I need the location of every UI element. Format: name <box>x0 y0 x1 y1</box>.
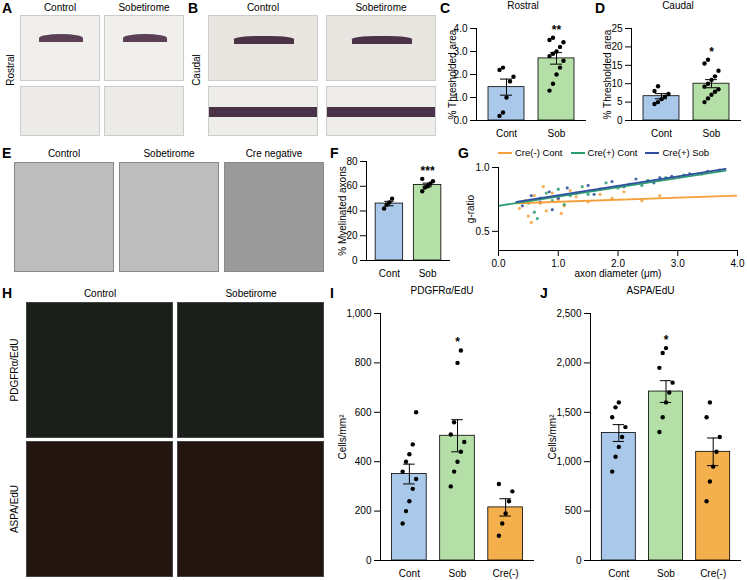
svg-text:0: 0 <box>352 255 358 266</box>
html-text:ASPA/EdU: ASPA/EdU <box>626 285 675 296</box>
html-text:Caudal: Caudal <box>662 0 694 11</box>
html-text:Sobetirome: Sobetirome <box>355 2 407 13</box>
html-text:Control: Control <box>43 2 77 13</box>
svg-text:400: 400 <box>355 456 372 467</box>
svg-text:1,500: 1,500 <box>556 407 581 418</box>
svg-text:Cells/mm²: Cells/mm² <box>547 414 558 460</box>
svg-text:500: 500 <box>565 505 582 516</box>
svg-text:3.0: 3.0 <box>671 258 685 269</box>
html-text:Cre(+) Cont: Cre(+) Cont <box>587 147 638 158</box>
svg-text:Cont: Cont <box>496 128 517 139</box>
html-text:B: B <box>188 0 199 16</box>
svg-text:25: 25 <box>611 23 623 34</box>
html-text:Rostral: Rostral <box>4 54 16 86</box>
html-text:Control: Control <box>83 288 117 299</box>
html-text:Rostral: Rostral <box>507 0 539 11</box>
html-text:Cre(-) Cont: Cre(-) Cont <box>515 147 563 158</box>
html-text:E: E <box>2 145 12 161</box>
svg-text:**: ** <box>552 23 562 37</box>
svg-text:2,000: 2,000 <box>556 357 581 368</box>
svg-text:0.0: 0.0 <box>492 258 506 269</box>
svg-text:Cre(-): Cre(-) <box>493 568 519 579</box>
svg-text:1,000: 1,000 <box>346 308 371 319</box>
html-text:Cre negative: Cre negative <box>245 148 303 159</box>
html-text:Sobetirome: Sobetirome <box>225 288 277 299</box>
svg-text:600: 600 <box>355 407 372 418</box>
html-text:Sobetirome: Sobetirome <box>118 2 170 13</box>
svg-text:2.0: 2.0 <box>611 257 625 269</box>
svg-text:Sob: Sob <box>449 568 467 579</box>
svg-text:Cont: Cont <box>379 268 400 279</box>
html-text:D: D <box>595 0 606 16</box>
svg-text:*: * <box>455 335 460 349</box>
svg-text:800: 800 <box>355 357 372 368</box>
svg-text:80: 80 <box>346 156 358 167</box>
html-text:Cre(+) Sob: Cre(+) Sob <box>662 147 710 158</box>
svg-text:0: 0 <box>617 115 623 126</box>
html-text:Control: Control <box>47 148 81 159</box>
svg-text:0.0: 0.0 <box>453 114 468 126</box>
html-text:Sobetirome: Sobetirome <box>143 148 195 159</box>
svg-text:Cont: Cont <box>651 128 672 139</box>
svg-text:Sob: Sob <box>548 128 566 139</box>
svg-text:Cells/mm²: Cells/mm² <box>337 414 348 460</box>
svg-text:5: 5 <box>617 96 623 107</box>
html-text:PDGFRα/EdU: PDGFRα/EdU <box>8 338 20 402</box>
svg-text:Cre(-): Cre(-) <box>700 568 726 579</box>
svg-text:60: 60 <box>346 180 358 191</box>
svg-text:10: 10 <box>611 78 623 89</box>
svg-text:Sob: Sob <box>657 568 675 579</box>
html-text:F: F <box>330 145 339 161</box>
svg-text:g-ratio: g-ratio <box>465 194 476 223</box>
html-text:C: C <box>440 0 451 16</box>
svg-text:*: * <box>664 333 669 347</box>
html-text:J: J <box>540 285 548 301</box>
svg-text:4.0: 4.0 <box>453 22 468 34</box>
svg-text:Cont: Cont <box>399 568 420 579</box>
svg-text:40: 40 <box>346 205 358 216</box>
svg-text:Sob: Sob <box>419 268 437 279</box>
svg-text:*: * <box>709 45 714 59</box>
svg-text:200: 200 <box>355 505 372 516</box>
svg-text:20: 20 <box>346 230 358 241</box>
svg-text:% Myelinated axons: % Myelinated axons <box>337 166 348 256</box>
html-text:Caudal: Caudal <box>190 54 202 86</box>
html-text:I: I <box>330 285 334 301</box>
svg-text:1.0: 1.0 <box>476 162 490 173</box>
svg-text:2.0: 2.0 <box>453 68 468 80</box>
html-text:G: G <box>458 145 469 161</box>
html-text:PDGFRα/EdU: PDGFRα/EdU <box>410 285 474 296</box>
svg-text:Cont: Cont <box>608 568 629 579</box>
html-text:Control: Control <box>246 2 280 13</box>
svg-text:0.5: 0.5 <box>476 226 490 237</box>
html-text:A: A <box>2 0 13 16</box>
svg-text:1.0: 1.0 <box>453 91 468 103</box>
svg-text:2,500: 2,500 <box>556 308 581 319</box>
svg-text:3.0: 3.0 <box>453 45 468 57</box>
svg-text:% Thresholded area: % Thresholded area <box>602 29 613 119</box>
svg-text:1.0: 1.0 <box>551 258 565 269</box>
html-text:ASPA/EdU: ASPA/EdU <box>8 484 20 534</box>
svg-text:1,000: 1,000 <box>556 456 581 467</box>
svg-text:4.0: 4.0 <box>731 258 745 269</box>
svg-text:20: 20 <box>611 41 623 52</box>
svg-text:0: 0 <box>366 555 372 566</box>
svg-text:% Thresholded area: % Thresholded area <box>447 29 458 119</box>
svg-text:axon diameter (μm): axon diameter (μm) <box>575 268 662 279</box>
svg-text:Sob: Sob <box>703 128 721 139</box>
svg-text:0: 0 <box>576 555 582 566</box>
svg-text:***: *** <box>421 164 435 178</box>
svg-text:15: 15 <box>611 60 623 71</box>
html-text:H: H <box>2 285 13 301</box>
